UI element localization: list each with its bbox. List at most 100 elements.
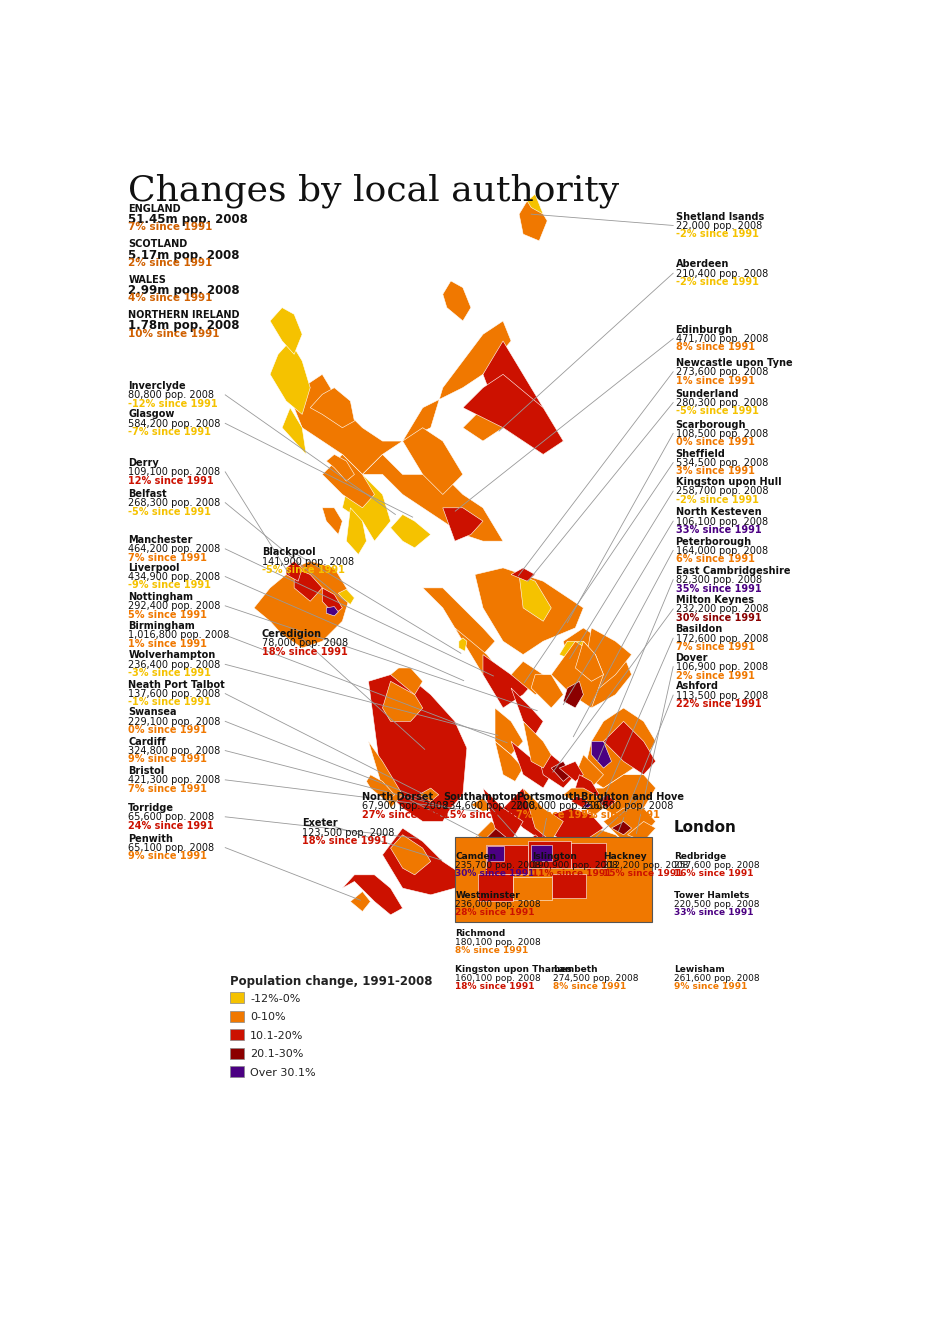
Text: 261,600 pop. 2008: 261,600 pop. 2008 xyxy=(674,974,760,983)
Text: 113,500 pop. 2008: 113,500 pop. 2008 xyxy=(676,690,768,701)
Bar xyxy=(230,1067,243,1078)
Polygon shape xyxy=(603,722,656,775)
Text: Edinburgh: Edinburgh xyxy=(676,325,732,334)
Polygon shape xyxy=(270,308,302,354)
Text: 18% since 1991: 18% since 1991 xyxy=(261,646,348,657)
Text: 7% since 1991: 7% since 1991 xyxy=(129,553,207,563)
Text: Manchester: Manchester xyxy=(129,535,193,545)
Polygon shape xyxy=(543,808,603,841)
Polygon shape xyxy=(584,709,656,788)
Polygon shape xyxy=(540,845,551,855)
Text: Birmingham: Birmingham xyxy=(129,621,196,632)
Text: 534,500 pop. 2008: 534,500 pop. 2008 xyxy=(676,458,768,468)
Text: 2% since 1991: 2% since 1991 xyxy=(129,257,212,268)
Text: 200,000 pop. 2008: 200,000 pop. 2008 xyxy=(516,802,608,811)
Text: Tower Hamlets: Tower Hamlets xyxy=(674,890,749,900)
Text: 0-10%: 0-10% xyxy=(250,1013,286,1022)
Text: North Dorset: North Dorset xyxy=(363,792,433,803)
Text: Portsmouth: Portsmouth xyxy=(516,792,580,803)
Text: 20.1-30%: 20.1-30% xyxy=(250,1050,304,1059)
Text: 2.99m pop. 2008: 2.99m pop. 2008 xyxy=(129,284,240,297)
Polygon shape xyxy=(363,454,503,541)
Polygon shape xyxy=(551,762,572,782)
Polygon shape xyxy=(342,475,390,541)
Text: -7% since 1991: -7% since 1991 xyxy=(129,427,212,437)
Text: 256,600 pop. 2008: 256,600 pop. 2008 xyxy=(581,802,673,811)
Text: 273,600 pop. 2008: 273,600 pop. 2008 xyxy=(676,368,768,377)
Polygon shape xyxy=(563,681,584,709)
Polygon shape xyxy=(563,788,603,815)
Text: 421,300 pop. 2008: 421,300 pop. 2008 xyxy=(129,775,221,786)
Bar xyxy=(230,993,243,1003)
Polygon shape xyxy=(591,775,656,821)
Polygon shape xyxy=(559,641,595,661)
Text: -12%-0%: -12%-0% xyxy=(250,994,301,1005)
Text: 10.1-20%: 10.1-20% xyxy=(250,1031,304,1040)
Text: 33% since 1991: 33% since 1991 xyxy=(674,908,754,917)
Text: -5% since 1991: -5% since 1991 xyxy=(676,406,759,417)
Polygon shape xyxy=(595,795,616,808)
Text: -9% since 1991: -9% since 1991 xyxy=(129,580,212,591)
Text: Sheffield: Sheffield xyxy=(676,449,726,459)
Text: Redbridge: Redbridge xyxy=(674,852,727,861)
Polygon shape xyxy=(383,681,423,722)
Text: 106,900 pop. 2008: 106,900 pop. 2008 xyxy=(676,662,768,671)
Polygon shape xyxy=(483,341,543,441)
Polygon shape xyxy=(559,762,584,782)
Text: ENGLAND: ENGLAND xyxy=(129,204,181,214)
Text: Nottingham: Nottingham xyxy=(129,592,194,602)
Polygon shape xyxy=(322,588,342,614)
Polygon shape xyxy=(383,828,462,894)
Text: Richmond: Richmond xyxy=(455,929,506,938)
Polygon shape xyxy=(535,742,575,788)
Polygon shape xyxy=(584,628,632,687)
Text: 280,300 pop. 2008: 280,300 pop. 2008 xyxy=(676,398,768,407)
Polygon shape xyxy=(483,654,535,709)
Text: Liverpool: Liverpool xyxy=(129,563,180,573)
Text: 274,500 pop. 2008: 274,500 pop. 2008 xyxy=(553,974,638,983)
Text: Over 30.1%: Over 30.1% xyxy=(250,1068,316,1078)
Text: 7% since 1991: 7% since 1991 xyxy=(581,809,660,820)
Text: 0% since 1991: 0% since 1991 xyxy=(676,437,755,447)
Text: Wolverhampton: Wolverhampton xyxy=(129,650,215,661)
Text: Peterborough: Peterborough xyxy=(676,536,752,547)
Polygon shape xyxy=(351,892,370,912)
Text: 324,800 pop. 2008: 324,800 pop. 2008 xyxy=(129,746,221,756)
Text: 2% since 1991: 2% since 1991 xyxy=(676,670,755,681)
Text: Scarborough: Scarborough xyxy=(676,419,746,430)
Polygon shape xyxy=(503,788,551,841)
Polygon shape xyxy=(511,742,551,788)
Text: -3% since 1991: -3% since 1991 xyxy=(129,669,212,678)
Polygon shape xyxy=(367,775,395,802)
Polygon shape xyxy=(519,575,551,621)
Text: Sunderland: Sunderland xyxy=(676,389,739,398)
Polygon shape xyxy=(511,661,551,694)
Text: -2% since 1991: -2% since 1991 xyxy=(676,277,759,287)
Polygon shape xyxy=(495,742,524,782)
Text: 220,500 pop. 2008: 220,500 pop. 2008 xyxy=(674,900,760,909)
Bar xyxy=(552,873,587,898)
Text: Aberdeen: Aberdeen xyxy=(676,259,728,269)
Text: 584,200 pop. 2008: 584,200 pop. 2008 xyxy=(129,419,221,429)
Text: Bristol: Bristol xyxy=(129,766,164,776)
Polygon shape xyxy=(563,628,632,709)
Text: 7% since 1991: 7% since 1991 xyxy=(516,809,595,820)
Polygon shape xyxy=(423,588,495,654)
Polygon shape xyxy=(310,387,354,427)
Polygon shape xyxy=(326,606,338,616)
Text: Neath Port Talbot: Neath Port Talbot xyxy=(129,679,225,690)
Polygon shape xyxy=(368,674,467,821)
Text: 16% since 1991: 16% since 1991 xyxy=(674,869,754,878)
Polygon shape xyxy=(575,641,603,681)
Text: Cardiff: Cardiff xyxy=(129,736,166,747)
Text: Blackpool: Blackpool xyxy=(261,547,315,557)
Text: Ceredigion: Ceredigion xyxy=(261,629,321,638)
Polygon shape xyxy=(390,515,431,548)
Bar xyxy=(571,843,605,868)
Polygon shape xyxy=(475,568,584,654)
Text: 180,100 pop. 2008: 180,100 pop. 2008 xyxy=(455,938,541,947)
Polygon shape xyxy=(519,200,547,242)
Text: 141,900 pop. 2008: 141,900 pop. 2008 xyxy=(261,556,353,567)
Polygon shape xyxy=(511,687,543,735)
Text: Islington: Islington xyxy=(532,852,577,861)
